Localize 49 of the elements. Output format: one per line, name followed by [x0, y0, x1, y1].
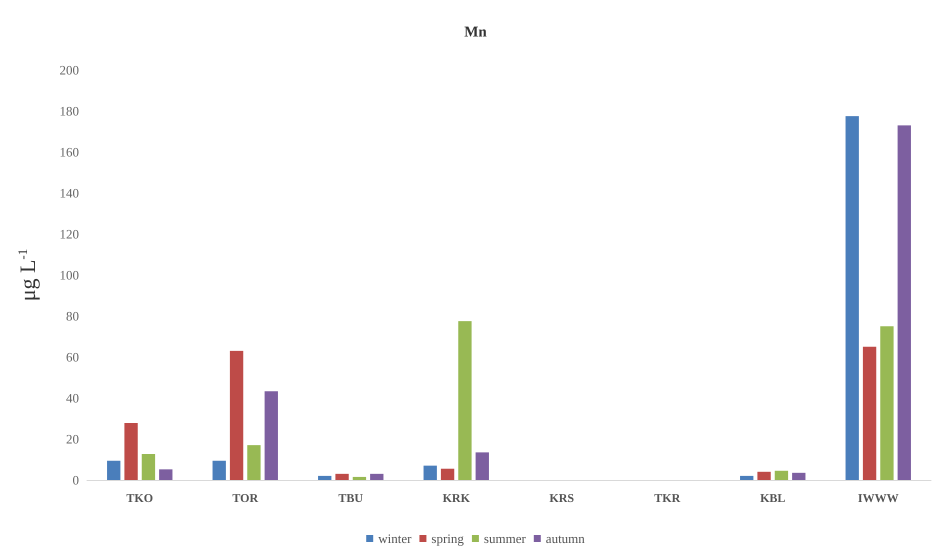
bar [424, 466, 437, 480]
x-tick-label: TKR [654, 491, 681, 505]
legend-label: spring [431, 531, 464, 546]
bar [335, 474, 349, 480]
legend-label: autumn [546, 531, 586, 546]
y-tick-label: 120 [60, 226, 79, 242]
bar [476, 452, 489, 480]
y-tick-label: 160 [60, 144, 79, 160]
legend-label: summer [484, 531, 526, 546]
x-tick-label: KBL [760, 491, 786, 505]
bar [159, 469, 172, 480]
y-tick-label: 140 [60, 186, 79, 200]
bar [352, 476, 366, 480]
bar [880, 326, 894, 480]
bar [212, 460, 226, 480]
x-tick-label: KRS [549, 491, 574, 505]
bar [318, 476, 332, 480]
x-tick-label: TOR [232, 491, 258, 505]
y-tick-label: 200 [60, 62, 79, 78]
y-tick-label: 100 [60, 268, 79, 282]
bar [247, 445, 261, 480]
y-tick-label: 60 [66, 350, 79, 364]
bar [862, 346, 876, 480]
bar [440, 468, 454, 480]
bar [458, 321, 472, 480]
chart-title: Mn [464, 24, 488, 40]
x-tick-label: TBU [338, 491, 364, 505]
y-tick-label: 180 [60, 104, 79, 118]
bar [107, 460, 120, 480]
bar [846, 116, 859, 480]
y-tick-label: 20 [66, 432, 79, 446]
bar [757, 472, 771, 480]
bar [898, 125, 911, 480]
bar [264, 391, 278, 480]
bar [792, 472, 806, 480]
x-tick-label: IWWW [858, 491, 899, 505]
bar [230, 350, 244, 480]
y-tick-label: 0 [72, 472, 79, 488]
bar [740, 476, 754, 480]
bar [124, 423, 138, 480]
y-tick-label: 40 [66, 390, 79, 406]
legend-label: winter [378, 531, 412, 546]
bar [370, 474, 384, 480]
x-tick-label: TKO [126, 491, 154, 505]
y-axis-title: μg L-1 [15, 248, 40, 302]
bar [142, 454, 156, 480]
x-tick-label: KRK [442, 491, 471, 505]
bar [774, 470, 788, 480]
y-tick-label: 80 [66, 308, 79, 324]
